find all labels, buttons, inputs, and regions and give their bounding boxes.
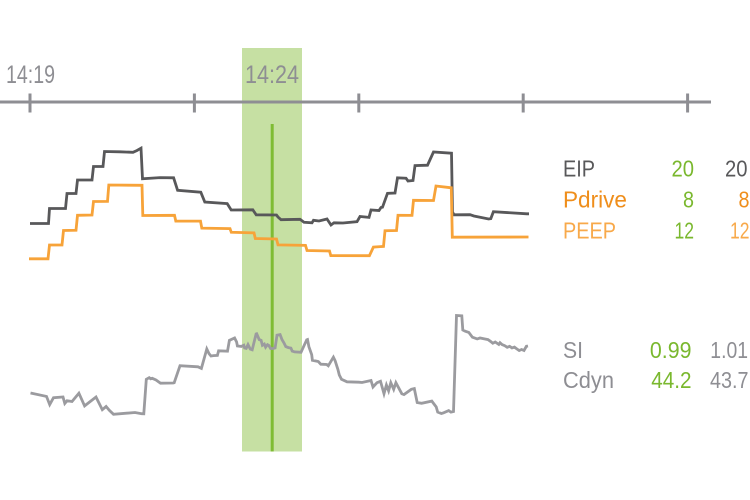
svg-text:0.99: 0.99: [650, 337, 692, 363]
svg-text:14:19: 14:19: [6, 61, 55, 89]
svg-text:8: 8: [683, 187, 694, 213]
svg-text:1.01: 1.01: [710, 337, 748, 363]
svg-text:PEEP: PEEP: [563, 218, 616, 244]
svg-text:44.2: 44.2: [651, 367, 691, 393]
svg-text:Cdyn: Cdyn: [563, 367, 614, 393]
svg-text:20: 20: [725, 156, 748, 182]
svg-text:14:24: 14:24: [245, 61, 299, 89]
svg-text:12: 12: [675, 218, 695, 244]
svg-text:12: 12: [730, 218, 750, 244]
svg-text:Pdrive: Pdrive: [563, 187, 627, 213]
svg-text:SI: SI: [563, 337, 583, 363]
svg-text:20: 20: [672, 156, 695, 182]
svg-text:EIP: EIP: [563, 156, 595, 182]
svg-text:8: 8: [739, 187, 750, 213]
svg-text:43.7: 43.7: [710, 367, 749, 393]
